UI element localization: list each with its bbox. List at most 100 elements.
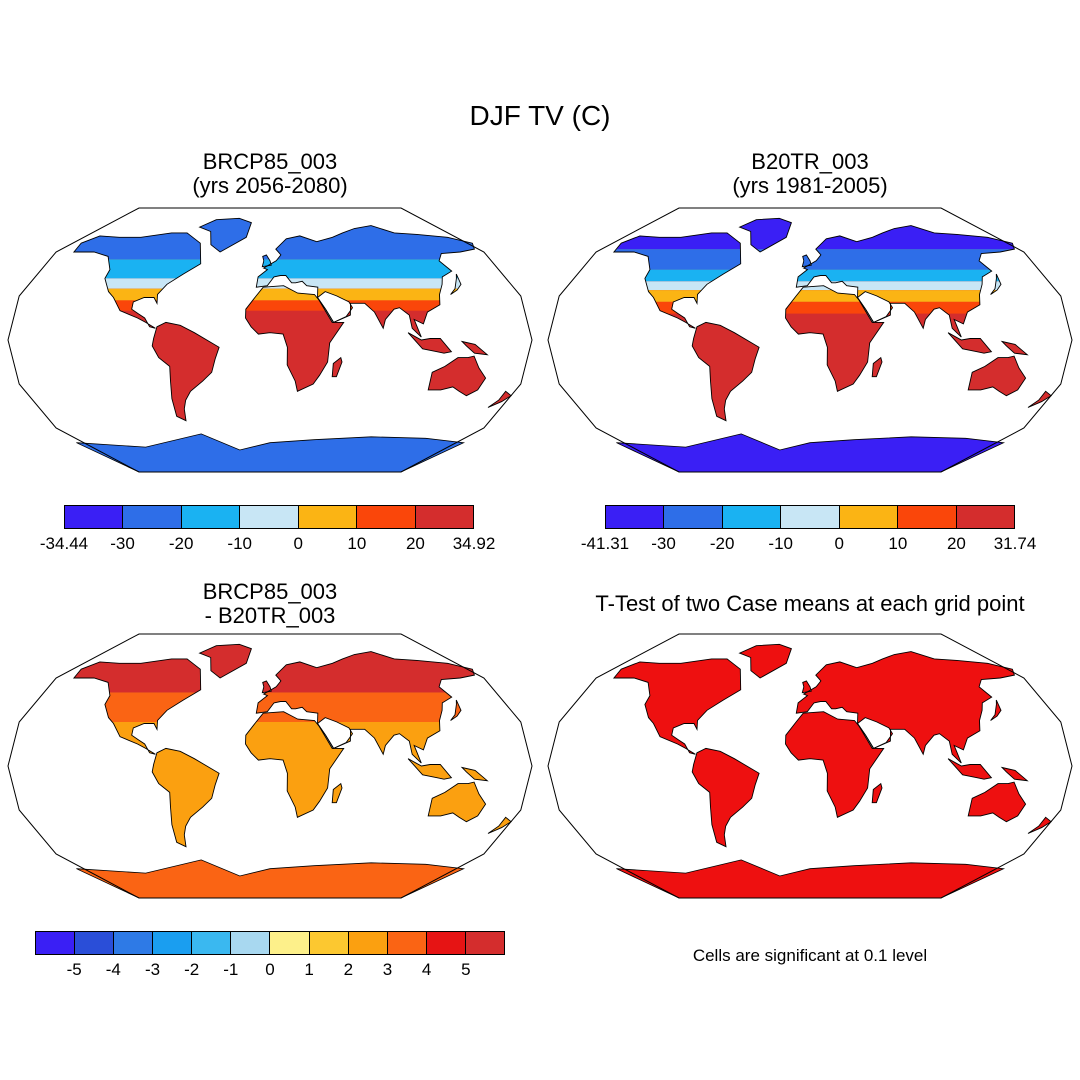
- colorbar-box: [231, 932, 271, 954]
- globe-outline: [547, 633, 1073, 899]
- colorbar-box: [36, 932, 76, 954]
- colorbar-tick-label: 0: [293, 534, 304, 553]
- antarctica-region: [616, 433, 1006, 473]
- globe-outline: [7, 633, 533, 899]
- coastline-newZealand: [487, 390, 512, 408]
- colorbar-box: [465, 932, 504, 954]
- coastline-japan: [990, 273, 1002, 295]
- coastline-indonesia: [947, 332, 993, 354]
- panel-4-title-line1: T-Test of two Case means at each grid po…: [595, 591, 1025, 616]
- panel-1-map: [4, 204, 536, 476]
- coastline-newGuinea: [1000, 766, 1029, 782]
- coastline-eurasia: [255, 225, 475, 338]
- coastline-australia: [967, 355, 1027, 397]
- panel-1-colorbar: [64, 505, 474, 529]
- coastline-australia: [427, 355, 487, 397]
- coastline-greenland: [738, 217, 792, 253]
- coastline-arabia: [856, 291, 894, 323]
- coastline-madagascar: [871, 356, 883, 378]
- coastline-indonesia: [407, 758, 453, 780]
- colorbar-box: [956, 506, 1014, 528]
- colorbar-box: [357, 506, 416, 528]
- panel-1-title: BRCP85_003 (yrs 2056-2080): [80, 150, 460, 198]
- colorbar-tick-label: -41.31: [580, 534, 630, 553]
- colorbar-tick-label: -3: [144, 960, 161, 979]
- coastline-greenland: [198, 643, 252, 679]
- coastline-eurasia: [255, 651, 475, 764]
- colorbar-box: [270, 932, 310, 954]
- panel-1-title-line1: BRCP85_003: [202, 149, 338, 174]
- colorbar-box: [181, 506, 241, 528]
- colorbar-box: [153, 932, 193, 954]
- colorbar-tick-label: -2: [184, 960, 200, 979]
- colorbar-tick-label: -1: [223, 960, 239, 979]
- colorbar-box: [123, 506, 182, 528]
- panel-1-colorbar-labels: -34.44 -30 -20 -10 0 10 20 34.92: [40, 534, 495, 554]
- colorbar-box: [415, 506, 473, 528]
- coastline-madagascar: [331, 356, 343, 378]
- panel-2-title-line2: (yrs 1981-2005): [732, 173, 888, 198]
- globe-outline: [7, 207, 533, 473]
- colorbar-tick-label: 3: [382, 960, 393, 979]
- coastline-greenland: [738, 643, 792, 679]
- coastline-newZealand: [1027, 816, 1052, 834]
- colorbar-box: [114, 932, 154, 954]
- colorbar-tick-label: 10: [347, 534, 367, 553]
- colorbar-tick-label: 10: [888, 534, 908, 553]
- colorbar-box: [898, 506, 957, 528]
- panel-3-colorbar-labels: -5 -4 -3 -2 -1 0 1 2 3 4 5: [35, 960, 505, 980]
- coastline-arabia: [316, 717, 354, 749]
- colorbar-tick-label: -10: [227, 534, 252, 553]
- coastline-uk: [261, 680, 272, 694]
- coastline-japan: [450, 273, 462, 295]
- colorbar-tick-label: -30: [110, 534, 135, 553]
- colorbar-box: [387, 932, 427, 954]
- panel-2-title: B20TR_003 (yrs 1981-2005): [620, 150, 1000, 198]
- panel-3-colorbar: [35, 931, 505, 955]
- colorbar-tick-label: -20: [709, 534, 735, 553]
- colorbar-tick-label: -34.44: [39, 534, 89, 553]
- coastline-southAmerica: [691, 747, 760, 848]
- colorbar-box: [240, 506, 299, 528]
- colorbar-tick-label: -5: [66, 960, 82, 979]
- colorbar-box: [348, 932, 388, 954]
- colorbar-tick-label: 31.74: [993, 534, 1037, 553]
- coastline-indonesia: [407, 332, 453, 354]
- panel-1-title-line2: (yrs 2056-2080): [192, 173, 348, 198]
- coastline-southAmerica: [691, 321, 760, 422]
- colorbar-tick-label: 1: [304, 960, 314, 979]
- coastline-arabia: [316, 291, 354, 323]
- coastline-northAmerica: [612, 232, 742, 329]
- coastline-eurasia: [795, 225, 1015, 338]
- colorbar-tick-label: -30: [651, 534, 676, 553]
- coastline-madagascar: [331, 782, 343, 804]
- panel-4-title: T-Test of two Case means at each grid po…: [560, 592, 1060, 616]
- colorbar-box: [65, 506, 124, 528]
- colorbar-box: [298, 506, 358, 528]
- coastline-africa: [785, 285, 885, 392]
- colorbar-tick-label: 20: [405, 534, 425, 553]
- colorbar-tick-label: -10: [768, 534, 793, 553]
- coastline-newGuinea: [460, 340, 489, 356]
- panel-4-map: [544, 630, 1076, 902]
- colorbar-tick-label: 5: [461, 960, 471, 979]
- coastline-southAmerica: [151, 747, 220, 848]
- panel-2-title-line1: B20TR_003: [751, 149, 869, 174]
- coastline-northAmerica: [612, 658, 742, 755]
- coastline-indonesia: [947, 758, 993, 780]
- coastline-northAmerica: [72, 658, 202, 755]
- colorbar-box: [664, 506, 723, 528]
- coastline-newZealand: [487, 816, 512, 834]
- panel-3-title-line2: - B20TR_003: [204, 603, 336, 628]
- colorbar-tick-label: 0: [834, 534, 845, 553]
- coastline-greenland: [198, 217, 252, 253]
- panel-3-title: BRCP85_003 - B20TR_003: [80, 580, 460, 628]
- panel-2-colorbar-labels: -41.31 -30 -20 -10 0 10 20 31.74: [581, 534, 1036, 554]
- colorbar-tick-label: 20: [946, 534, 966, 553]
- coastline-newGuinea: [460, 766, 489, 782]
- coastline-australia: [427, 781, 487, 823]
- panel-2-map: [544, 204, 1076, 476]
- colorbar-box: [309, 932, 349, 954]
- coastline-uk: [801, 680, 812, 694]
- colorbar-tick-label: 34.92: [452, 534, 496, 553]
